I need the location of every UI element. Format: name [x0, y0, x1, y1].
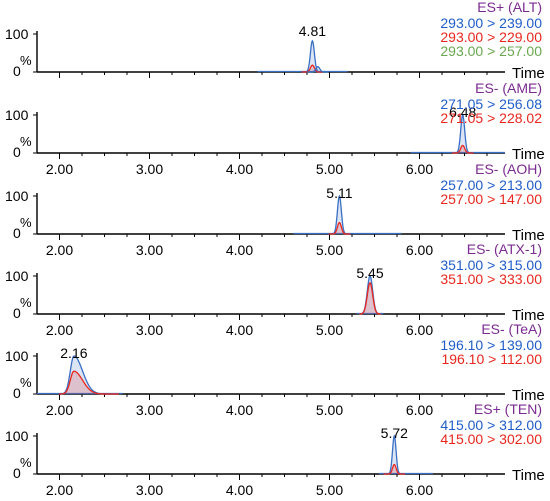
x-tick-label: 5.00 [316, 482, 343, 498]
y-axis-label: % [20, 215, 32, 230]
x-tick-label: 3.00 [136, 402, 163, 418]
peak-label: 5.72 [381, 425, 408, 441]
peak-fill [383, 436, 406, 474]
transition-label: 196.10 > 139.00 [440, 337, 542, 353]
peak-fill [58, 356, 119, 394]
peak-trace [383, 463, 406, 475]
transition-label: 293.00 > 257.00 [440, 43, 542, 59]
transition-label: 257.00 > 213.00 [440, 177, 542, 193]
transition-label: 271.05 > 228.02 [440, 110, 542, 126]
y-tick-label: 0 [13, 144, 21, 160]
peak-trace [307, 66, 329, 73]
peak-label: 5.11 [326, 185, 352, 201]
transition-label: 196.10 > 112.00 [441, 351, 542, 367]
peak-fill [328, 196, 351, 234]
y-axis-label: % [20, 134, 32, 149]
y-axis-label: % [20, 375, 32, 390]
transition-label: 351.00 > 333.00 [440, 271, 542, 287]
y-tick-label: 0 [13, 63, 21, 79]
x-axis-label: Time [512, 227, 545, 244]
x-tick-label: 5.00 [316, 161, 343, 177]
y-axis-label: % [20, 53, 32, 68]
x-tick-label: 3.00 [136, 482, 163, 498]
transition-label: 415.00 > 302.00 [440, 431, 542, 447]
x-tick-label: 3.00 [136, 161, 163, 177]
x-axis-label: Time [512, 307, 545, 324]
y-tick-label: 0 [13, 465, 21, 481]
peak-fill [359, 276, 381, 314]
peak-trace [359, 282, 381, 315]
peak-fill [359, 282, 381, 314]
y-axis-label: % [20, 295, 32, 310]
x-tick-label: 4.00 [226, 402, 253, 418]
ion-mode-label: ES- (TeA) [481, 321, 542, 337]
peak-trace [58, 370, 119, 395]
ion-mode-label: ES- (AOH) [475, 161, 542, 177]
peak-fill [301, 40, 324, 72]
x-tick-label: 6.00 [406, 322, 433, 338]
peak-label: 4.81 [299, 23, 326, 39]
peak-trace [451, 144, 474, 154]
y-tick-label: 0 [13, 385, 21, 401]
x-tick-label: 6.00 [406, 161, 433, 177]
peak-label: 6.48 [449, 104, 476, 120]
x-tick-label: 5.00 [316, 402, 343, 418]
peak-label: 5.45 [356, 265, 383, 281]
x-tick-label: 2.00 [46, 482, 73, 498]
peak-trace [301, 64, 324, 73]
ion-mode-label: ES+ (ALT) [477, 0, 542, 15]
peak-fill [451, 145, 474, 153]
x-tick-label: 5.00 [316, 322, 343, 338]
peak-trace [328, 221, 351, 235]
peak-fill [383, 464, 406, 474]
x-tick-label: 2.00 [46, 402, 73, 418]
x-tick-label: 4.00 [226, 482, 253, 498]
transition-label: 293.00 > 239.00 [440, 15, 542, 31]
x-axis-label: Time [512, 387, 545, 404]
y-tick-label: 100 [5, 107, 29, 123]
transition-label: 351.00 > 315.00 [440, 257, 542, 273]
y-tick-label: 0 [13, 305, 21, 321]
x-tick-label: 3.00 [136, 322, 163, 338]
x-axis-label: Time [512, 146, 545, 163]
y-tick-label: 100 [5, 348, 29, 364]
x-axis-label: Time [512, 65, 545, 82]
x-tick-label: 4.00 [226, 161, 253, 177]
transition-label: 257.00 > 147.00 [440, 191, 542, 207]
x-tick-label: 6.00 [406, 402, 433, 418]
x-tick-label: 4.00 [226, 242, 253, 258]
peak-fill [58, 371, 119, 394]
x-tick-label: 2.00 [46, 242, 73, 258]
x-tick-label: 6.00 [406, 242, 433, 258]
ion-mode-label: ES+ (TEN) [474, 401, 542, 417]
y-tick-label: 0 [13, 225, 21, 241]
x-tick-label: 6.00 [406, 482, 433, 498]
peak-fill [301, 65, 324, 72]
x-axis-label: Time [512, 467, 545, 484]
x-tick-label: 3.00 [136, 242, 163, 258]
transition-label: 271.05 > 256.08 [440, 96, 542, 112]
peak-label: 2.16 [60, 345, 87, 361]
y-tick-label: 100 [5, 268, 29, 284]
transition-label: 415.00 > 312.00 [440, 417, 542, 433]
peak-fill [328, 222, 351, 234]
x-tick-label: 5.00 [316, 242, 343, 258]
x-tick-label: 2.00 [46, 322, 73, 338]
y-tick-label: 100 [5, 26, 29, 42]
peak-fill [307, 66, 329, 72]
ion-mode-label: ES- (AME) [475, 80, 542, 96]
x-tick-label: 4.00 [226, 322, 253, 338]
x-tick-label: 2.00 [46, 161, 73, 177]
transition-label: 293.00 > 229.00 [440, 29, 542, 45]
y-axis-label: % [20, 455, 32, 470]
ion-mode-label: ES- (ATX-1) [467, 241, 542, 257]
y-tick-label: 100 [5, 188, 29, 204]
peak-fill [451, 115, 474, 153]
y-tick-label: 100 [5, 428, 29, 444]
